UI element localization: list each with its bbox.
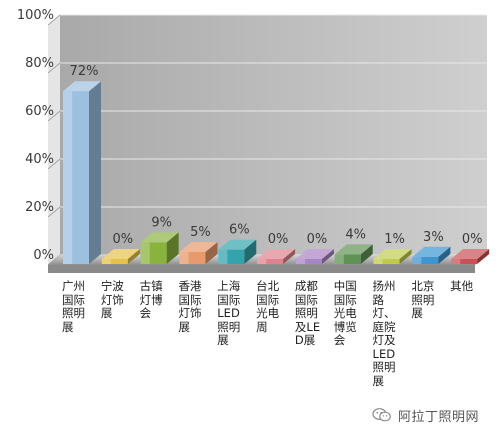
x-tick-label: 宁波灯饰展 xyxy=(100,279,124,320)
y-tick-label: 20% xyxy=(25,200,54,215)
bar xyxy=(179,242,218,264)
bar-top xyxy=(140,232,179,243)
bar-highlight xyxy=(373,259,383,264)
bar xyxy=(101,249,140,264)
bar-top xyxy=(412,246,451,257)
y-tick-label: 60% xyxy=(25,104,54,119)
bar-front xyxy=(334,254,361,264)
x-tick-label: 上海国际LED照明展 xyxy=(217,279,241,347)
y-tick-label: 100% xyxy=(17,8,54,23)
value-label: 1% xyxy=(384,232,405,247)
bar-side xyxy=(166,232,179,264)
bar-front xyxy=(373,259,400,264)
bar-highlight xyxy=(101,259,111,264)
bar xyxy=(140,232,179,264)
bar-top xyxy=(257,249,296,259)
bar xyxy=(451,249,490,264)
bar-front xyxy=(451,259,478,264)
value-label: 0% xyxy=(462,232,483,247)
bar-top xyxy=(451,249,490,259)
bar-front xyxy=(295,259,322,264)
bar-top xyxy=(295,249,334,259)
gridline-side xyxy=(47,158,61,170)
watermark-text: 阿拉丁照明网 xyxy=(398,409,480,425)
x-tick-label: 扬州路灯、庭院灯及LED照明展 xyxy=(372,279,396,388)
bar-top xyxy=(218,239,257,250)
bar-highlight xyxy=(295,259,306,264)
gridline-side xyxy=(47,14,61,26)
bar-side xyxy=(205,242,218,264)
bar-side xyxy=(321,249,334,264)
side-wall xyxy=(48,15,60,265)
bar-side xyxy=(399,249,412,264)
bar xyxy=(257,249,296,264)
value-label: 9% xyxy=(151,215,172,230)
bar-highlight xyxy=(451,259,461,264)
x-tick-label: 广州国际照明展 xyxy=(62,279,85,334)
y-tick-label: 80% xyxy=(25,56,54,71)
y-tick-label: 0% xyxy=(33,248,54,263)
bar-front xyxy=(218,249,245,264)
x-tick-label: 台北国际光电周 xyxy=(256,279,280,334)
bar-side xyxy=(244,239,257,264)
bar xyxy=(334,244,373,264)
bars-group xyxy=(63,81,490,264)
y-axis-ticks: 0% 20% 40% 60% 80% 100% xyxy=(17,8,54,263)
x-tick-label: 成都国际照明及LED展 xyxy=(294,279,321,347)
bar-highlight xyxy=(412,256,422,264)
bar xyxy=(218,239,257,264)
watermark: 阿拉丁照明网 xyxy=(372,405,479,425)
bar xyxy=(295,249,334,264)
bar-top xyxy=(373,249,412,259)
bar-highlight xyxy=(179,252,189,264)
bar-side xyxy=(127,249,140,264)
bar-highlight xyxy=(218,249,228,264)
y-tick-label: 40% xyxy=(25,152,54,167)
value-label: 0% xyxy=(307,232,328,247)
value-label: 6% xyxy=(229,223,250,238)
bar-side xyxy=(89,81,101,264)
bar xyxy=(373,249,412,264)
bar-side xyxy=(438,246,451,264)
x-tick-label: 古镇灯博会 xyxy=(139,279,163,320)
bar-front xyxy=(140,242,167,264)
bar-highlight xyxy=(63,91,73,264)
value-labels-group: 72% 0% 9% 5% 6% 0% 0% 4% 1% 3% 0% xyxy=(70,64,483,247)
x-tick-label: 其他 xyxy=(450,279,474,293)
gridline-side xyxy=(47,110,61,122)
wechat-icon xyxy=(372,408,391,422)
value-label: 4% xyxy=(345,227,366,242)
bar-highlight xyxy=(140,242,150,264)
value-label: 5% xyxy=(190,225,211,240)
bar-top xyxy=(179,242,218,252)
value-label: 0% xyxy=(113,232,134,247)
bar xyxy=(412,246,451,264)
bar-top xyxy=(334,244,373,255)
value-label: 3% xyxy=(423,230,444,245)
bar-side xyxy=(283,249,296,264)
bar-front xyxy=(179,252,206,264)
bar-front xyxy=(257,259,284,264)
bar-side xyxy=(360,244,373,264)
x-tick-label: 北京照明展 xyxy=(411,279,435,320)
back-wall xyxy=(60,15,487,255)
bar-front xyxy=(101,259,128,264)
bar-front xyxy=(412,256,439,264)
value-label: 72% xyxy=(70,64,99,79)
x-tick-label: 中国国际光电博览会 xyxy=(333,279,357,347)
bar xyxy=(63,81,101,264)
x-tick-label: 香港国际灯饰展 xyxy=(178,279,202,334)
bar-highlight xyxy=(257,259,267,264)
bar-top xyxy=(63,81,101,92)
bar-front xyxy=(63,91,89,264)
gridline-side xyxy=(47,62,61,74)
gridline-side xyxy=(47,206,61,218)
bar-top xyxy=(101,249,140,259)
bar-side xyxy=(477,249,490,264)
value-label: 0% xyxy=(268,232,289,247)
bar-highlight xyxy=(334,254,344,264)
floor-edge xyxy=(48,265,475,273)
